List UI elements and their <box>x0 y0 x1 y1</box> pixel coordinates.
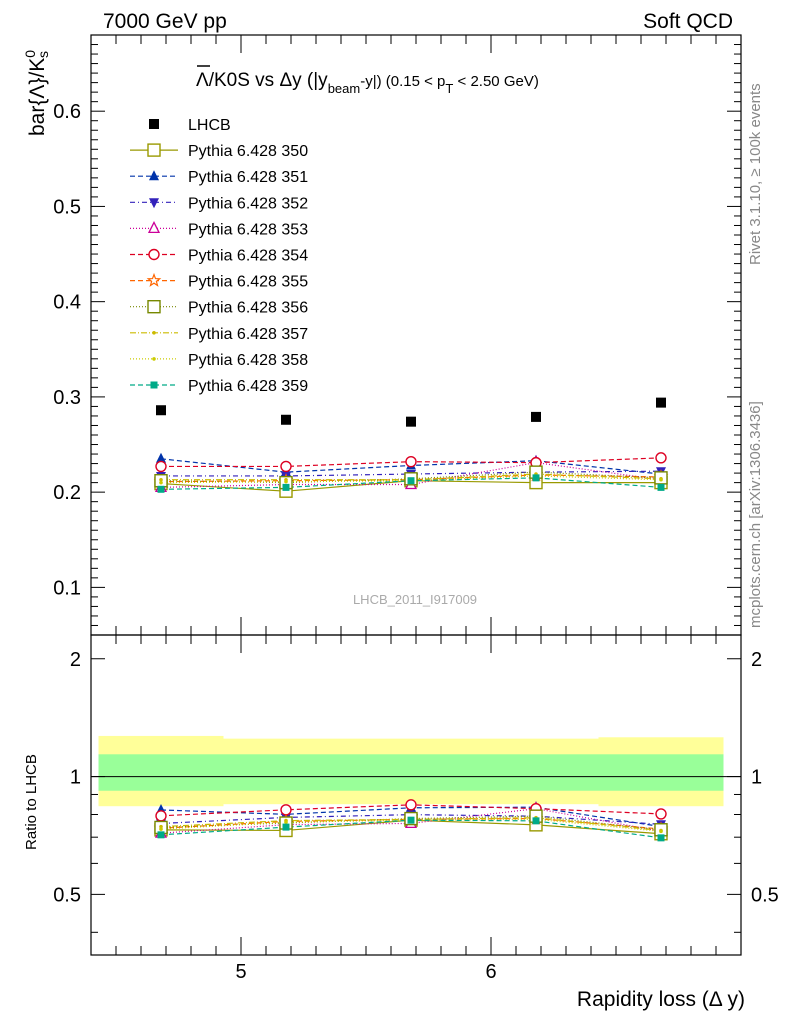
main-y-tick-label: 0.4 <box>53 292 81 314</box>
ratio-point-10 <box>657 834 665 842</box>
ratio-point-10 <box>532 817 540 825</box>
band-inner-bin <box>98 754 224 791</box>
rivet-label: Rivet 3.1.10, ≥ 100k events <box>747 83 764 265</box>
ratio-point-10 <box>157 831 165 839</box>
band-inner-bin <box>223 754 349 791</box>
axes-group: 0.1 0.2 0.3 0.4 0.5 0.6 0.5 0.5 1 1 2 2 5 6 <box>53 34 779 983</box>
main-y-tick-label: 0.1 <box>53 577 81 599</box>
legend-marker-10 <box>150 381 158 389</box>
main-y-axis-label: bar{Λ}/K0s <box>22 50 51 136</box>
series-point-5 <box>655 452 667 464</box>
ratio-point-9 <box>659 829 663 834</box>
source-label: mcplots.cern.ch [arXiv:1306.3436] <box>747 401 764 628</box>
plot-title: Λ/K0S vs Δy (|ybeam-y|) (0.15 < pT < 2.5… <box>196 70 539 96</box>
legend-label-9: Pythia 6.428 358 <box>188 352 308 369</box>
ratio-point-10 <box>282 823 290 831</box>
series-point-8 <box>159 477 163 482</box>
main-y-tick-label: 0.5 <box>53 196 81 218</box>
main-y-tick-label: 0.3 <box>53 387 81 409</box>
series-point-9 <box>284 479 288 484</box>
legend-marker-6 <box>146 272 162 287</box>
legend-label-3: Pythia 6.428 352 <box>188 195 308 212</box>
lhcb-data-point <box>531 411 541 422</box>
main-y-tick-label: 0.2 <box>53 482 81 504</box>
legend-marker-lhcb <box>149 119 159 129</box>
band-inner-bin <box>473 754 599 791</box>
legend-marker-9 <box>152 357 156 361</box>
legend-label-6: Pythia 6.428 355 <box>188 274 308 291</box>
ratio-y-tick-label: 2 <box>70 649 81 671</box>
ratio-point-5 <box>405 799 417 811</box>
ratio-y-axis-label: Ratio to LHCB <box>23 754 40 850</box>
ratio-point-5 <box>655 808 667 820</box>
ratio-plot-frame <box>90 634 742 956</box>
x-tick-label: 6 <box>485 961 496 983</box>
lhcb-data-point <box>406 416 416 427</box>
legend-label-8: Pythia 6.428 357 <box>188 326 308 343</box>
ratio-uncertainty-bands <box>91 735 741 807</box>
legend-marker-3 <box>149 198 159 209</box>
ratio-point-5 <box>155 810 167 822</box>
ratio-y-tick-label-right: 0.5 <box>751 884 779 906</box>
ratio-point-9 <box>284 820 288 825</box>
band-inner-bin <box>348 754 474 791</box>
lhcb-data-point <box>156 405 166 416</box>
lhcb-data-point <box>656 397 666 408</box>
legend-label-1: Pythia 6.428 350 <box>188 143 308 160</box>
band-inner-bin <box>598 754 724 791</box>
ratio-point-9 <box>159 827 163 831</box>
series-point-5 <box>405 455 417 468</box>
series-point-2 <box>156 452 166 463</box>
main-y-tick-label: 0.6 <box>53 101 81 123</box>
series-point-5 <box>155 460 167 473</box>
legend-marker-2 <box>149 170 159 181</box>
ratio-line-7 <box>160 815 662 831</box>
series-point-9 <box>159 480 163 485</box>
analysis-watermark: LHCB_2011_I917009 <box>353 592 477 607</box>
legend-marker-4 <box>147 220 161 234</box>
legend-label-lhcb: LHCB <box>188 117 231 134</box>
series-point-5 <box>280 460 292 473</box>
x-tick-label: 5 <box>235 961 246 983</box>
series-group <box>153 397 669 842</box>
ratio-y-tick-label: 0.5 <box>53 884 81 906</box>
legend-label-4: Pythia 6.428 353 <box>188 221 308 238</box>
series-point-9 <box>659 477 663 482</box>
legend-marker-7 <box>147 300 161 314</box>
legend-marker-1 <box>147 143 161 157</box>
series-point-10 <box>532 474 540 482</box>
legend-marker-5 <box>148 248 160 261</box>
series-point-10 <box>407 477 415 485</box>
ratio-point-10 <box>407 816 415 824</box>
series-point-10 <box>157 485 165 493</box>
legend-label-10: Pythia 6.428 359 <box>188 378 308 395</box>
ratio-point-5 <box>280 804 292 816</box>
energy-label: 7000 GeV pp <box>103 10 227 33</box>
series-point-10 <box>282 483 290 491</box>
series-point-10 <box>657 483 665 491</box>
ratio-line-9 <box>160 818 662 832</box>
ratio-y-tick-label-right: 1 <box>751 767 762 789</box>
legend: LHCB Pythia 6.428 350 Pythia 6.428 351 Pyth… <box>130 117 308 395</box>
ratio-y-tick-label: 1 <box>70 767 81 789</box>
series-line-3 <box>161 470 662 477</box>
x-axis-label: Rapidity loss (Δ y) <box>577 988 745 1011</box>
lhcb-data-point <box>281 414 291 425</box>
ratio-line-3 <box>160 814 662 825</box>
category-label: Soft QCD <box>643 10 733 33</box>
legend-marker-8 <box>152 331 156 335</box>
legend-label-5: Pythia 6.428 354 <box>188 248 308 265</box>
legend-label-2: Pythia 6.428 351 <box>188 169 308 186</box>
ratio-y-tick-label-right: 2 <box>751 649 762 671</box>
legend-label-7: Pythia 6.428 356 <box>188 300 308 317</box>
